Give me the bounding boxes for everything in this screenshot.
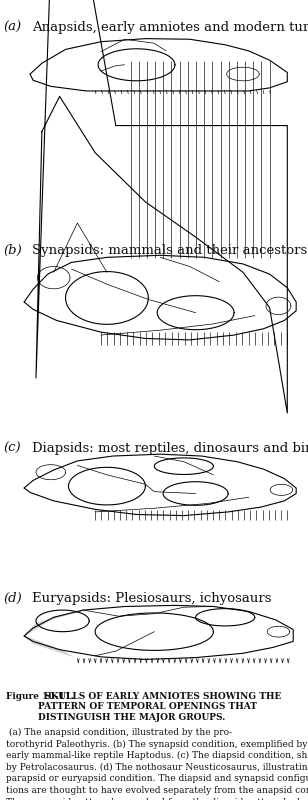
Text: SKULLS OF EARLY AMNIOTES SHOWING THE PATTERN OF TEMPORAL OPENINGS THAT DISTINGUI: SKULLS OF EARLY AMNIOTES SHOWING THE PAT… [38,692,282,722]
Polygon shape [24,636,71,656]
Polygon shape [24,610,83,636]
Text: Diapsids: most reptiles, dinosaurs and birds: Diapsids: most reptiles, dinosaurs and b… [32,442,308,454]
Text: early mammal-like reptile Haptodus. (c) The diapsid condition, shown: early mammal-like reptile Haptodus. (c) … [6,751,308,760]
Text: Euryapsids: Plesiosaurs, ichyosaurs: Euryapsids: Plesiosaurs, ichyosaurs [32,592,272,605]
Text: (a): (a) [4,21,22,34]
Text: (b): (b) [4,244,22,257]
Text: (c): (c) [4,442,21,454]
Text: Synapsids: mammals and their ancestors: Synapsids: mammals and their ancestors [32,244,308,257]
Text: Figure 10-11.: Figure 10-11. [6,692,75,701]
Text: Anapsids, early amniotes and modern turtles: Anapsids, early amniotes and modern turt… [32,21,308,34]
Text: The euryapsid pattern has evolved from the diapsid pattern by loss of: The euryapsid pattern has evolved from t… [6,798,308,800]
Text: parapsid or euryapsid condition. The diapsid and synapsid configura-: parapsid or euryapsid condition. The dia… [6,774,308,783]
Text: by Petrolacosaurus. (d) The nothosaur Neusticosaurus, illustrating the: by Petrolacosaurus. (d) The nothosaur Ne… [6,762,308,772]
Text: (d): (d) [4,592,22,605]
Text: (a) The anapsid condition, illustrated by the pro-: (a) The anapsid condition, illustrated b… [6,728,232,737]
Text: torothyrid Paleothyris. (b) The synapsid condition, exemplified by the: torothyrid Paleothyris. (b) The synapsid… [6,739,308,749]
Text: tions are thought to have evolved separately from the anapsid condition.: tions are thought to have evolved separa… [6,786,308,795]
